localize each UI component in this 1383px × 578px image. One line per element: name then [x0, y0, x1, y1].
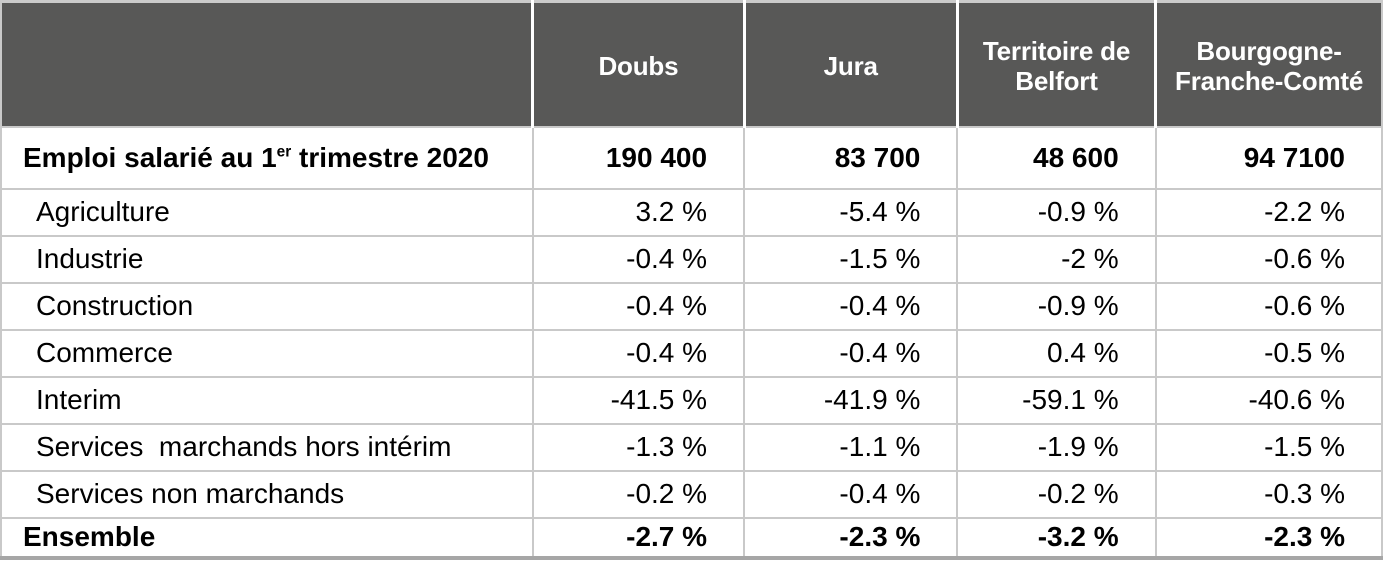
cell-value: 0.4 %	[956, 328, 1157, 378]
cell-value: -0.5 %	[1154, 328, 1383, 378]
cell-value: 94 7100	[1154, 125, 1383, 190]
emploi-label-suffix: trimestre 2020	[291, 141, 489, 173]
cell-value: -41.9 %	[743, 375, 959, 425]
column-header-territoire-de-belfort: Territoire de Belfort	[957, 1, 1158, 127]
cell-value: -59.1 %	[956, 375, 1157, 425]
cell-value: -0.4 %	[743, 328, 959, 378]
row-services-marchands-hors-interim: Services marchands hors intérim -1.3 % -…	[0, 422, 1383, 472]
cell-value: -2.7 %	[531, 516, 746, 559]
cell-value: -0.6 %	[1154, 281, 1383, 331]
cell-value: -3.2 %	[956, 516, 1157, 559]
cell-value: -1.3 %	[531, 422, 746, 472]
row-label: Services marchands hors intérim	[0, 422, 534, 472]
column-header-jura: Jura	[744, 1, 959, 127]
cell-value: -0.4 %	[743, 469, 959, 519]
row-label: Services non marchands	[0, 469, 534, 519]
cell-value: -0.4 %	[743, 281, 959, 331]
cell-value: -40.6 %	[1154, 375, 1383, 425]
row-ensemble: Ensemble -2.7 % -2.3 % -3.2 % -2.3 %	[0, 516, 1383, 559]
row-emploi-salarie: Emploi salarié au 1er trimestre 2020 190…	[0, 125, 1383, 190]
row-label: Agriculture	[0, 187, 534, 237]
emploi-label-ordinal: er	[276, 143, 292, 161]
cell-value: 83 700	[743, 125, 959, 190]
cell-value: -0.4 %	[531, 281, 746, 331]
row-construction: Construction -0.4 % -0.4 % -0.9 % -0.6 %	[0, 281, 1383, 331]
cell-value: -0.9 %	[956, 281, 1157, 331]
employment-table: Doubs Jura Territoire de Belfort Bourgog…	[0, 0, 1383, 560]
row-commerce: Commerce -0.4 % -0.4 % 0.4 % -0.5 %	[0, 328, 1383, 378]
cell-value: -0.3 %	[1154, 469, 1383, 519]
cell-value: 190 400	[531, 125, 746, 190]
cell-value: -0.2 %	[956, 469, 1157, 519]
cell-value: -0.6 %	[1154, 234, 1383, 284]
emploi-label-prefix: Emploi salarié au 1	[23, 141, 277, 173]
cell-value: -0.4 %	[531, 234, 746, 284]
cell-value: -2 %	[956, 234, 1157, 284]
cell-value: 3.2 %	[531, 187, 746, 237]
row-label: Ensemble	[0, 516, 534, 559]
header-row: Doubs Jura Territoire de Belfort Bourgog…	[1, 1, 1382, 127]
row-label: Construction	[0, 281, 534, 331]
row-label: Interim	[0, 375, 534, 425]
cell-value: -0.9 %	[956, 187, 1157, 237]
column-header-doubs: Doubs	[532, 1, 746, 127]
row-services-non-marchands: Services non marchands -0.2 % -0.4 % -0.…	[0, 469, 1383, 519]
cell-value: -1.5 %	[1154, 422, 1383, 472]
cell-value: -1.1 %	[743, 422, 959, 472]
cell-value: -0.4 %	[531, 328, 746, 378]
row-label-emploi-salarie: Emploi salarié au 1er trimestre 2020	[0, 125, 534, 190]
row-label: Commerce	[0, 328, 534, 378]
cell-value: -0.2 %	[531, 469, 746, 519]
corner-empty-cell	[1, 1, 535, 127]
cell-value: -2.3 %	[1154, 516, 1383, 559]
cell-value: -2.3 %	[743, 516, 959, 559]
column-header-bourgogne-franche-comte: Bourgogne-Franche-Comté	[1155, 1, 1382, 127]
cell-value: -5.4 %	[743, 187, 959, 237]
cell-value: 48 600	[956, 125, 1157, 190]
row-label: Industrie	[0, 234, 534, 284]
cell-value: -1.5 %	[743, 234, 959, 284]
cell-value: -2.2 %	[1154, 187, 1383, 237]
row-industrie: Industrie -0.4 % -1.5 % -2 % -0.6 %	[0, 234, 1383, 284]
row-interim: Interim -41.5 % -41.9 % -59.1 % -40.6 %	[0, 375, 1383, 425]
cell-value: -1.9 %	[956, 422, 1157, 472]
row-agriculture: Agriculture 3.2 % -5.4 % -0.9 % -2.2 %	[0, 187, 1383, 237]
cell-value: -41.5 %	[531, 375, 746, 425]
